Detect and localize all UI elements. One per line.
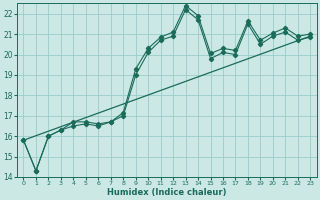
X-axis label: Humidex (Indice chaleur): Humidex (Indice chaleur) <box>107 188 227 197</box>
